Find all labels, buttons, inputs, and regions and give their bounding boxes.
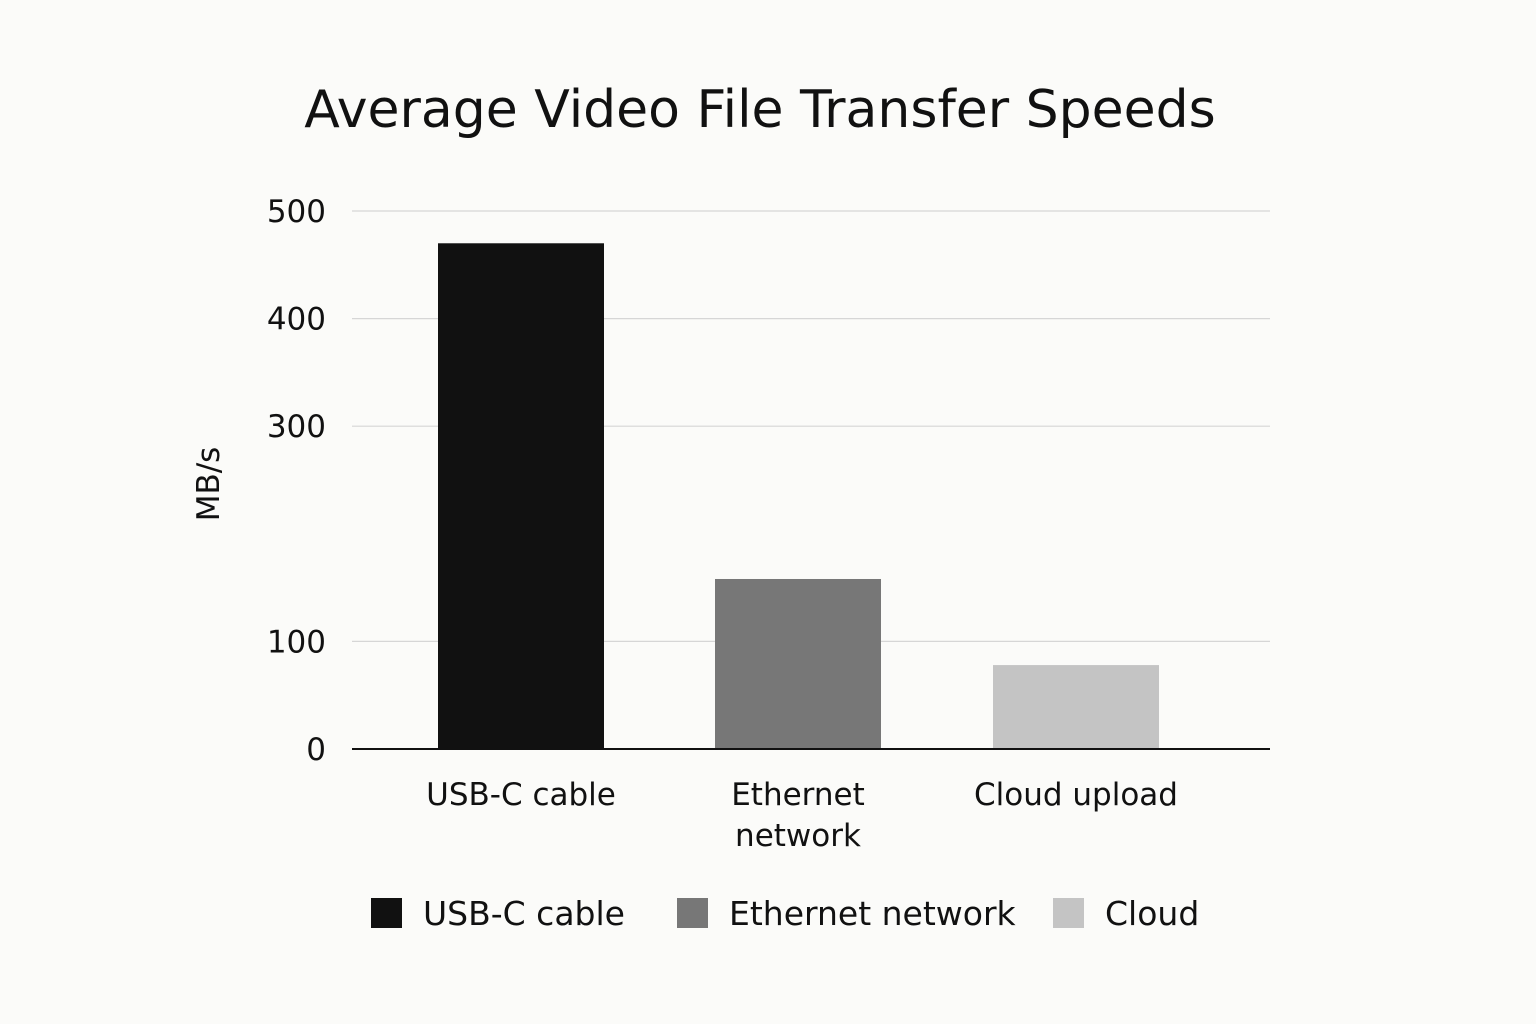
y-tick-label-0: 0 bbox=[306, 732, 326, 768]
y-axis-ticks: 0 100 300 400 500 bbox=[267, 194, 326, 768]
legend-swatch-1 bbox=[371, 898, 402, 928]
chart-title: Average Video File Transfer Speeds bbox=[304, 80, 1216, 140]
x-category-label-2: Ethernet network bbox=[731, 777, 865, 854]
legend-label-3: Cloud bbox=[1105, 894, 1199, 933]
y-tick-label-100: 100 bbox=[267, 624, 326, 660]
bar-3 bbox=[993, 665, 1159, 749]
bar-1 bbox=[438, 243, 604, 749]
y-tick-label-400: 400 bbox=[267, 302, 326, 338]
x-category-label-1: USB-C cable bbox=[426, 777, 616, 813]
legend-label-2: Ethernet network bbox=[729, 894, 1017, 933]
legend: USB-C cable Ethernet network Cloud bbox=[371, 894, 1199, 933]
x-category-label-3: Cloud upload bbox=[974, 777, 1178, 813]
x-axis-category-labels: USB-C cable Ethernet network Cloud upload bbox=[426, 777, 1178, 854]
y-tick-label-300: 300 bbox=[267, 409, 326, 445]
y-tick-label-500: 500 bbox=[267, 194, 326, 230]
legend-swatch-2 bbox=[677, 898, 708, 928]
y-axis-title: MB/s bbox=[191, 447, 227, 522]
legend-swatch-3 bbox=[1053, 898, 1084, 928]
legend-label-1: USB-C cable bbox=[423, 894, 625, 933]
bars bbox=[438, 243, 1159, 749]
bar-2 bbox=[715, 578, 881, 749]
